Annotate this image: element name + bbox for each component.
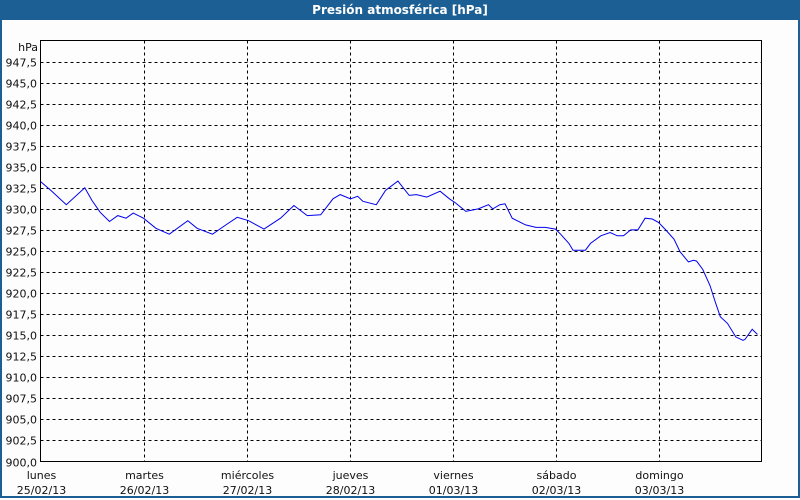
y-tick-label: 947,5 <box>6 57 38 70</box>
y-tick-label: 902,5 <box>6 435 38 448</box>
x-tick-day: jueves <box>332 469 369 482</box>
x-tick-day: sábado <box>537 469 577 482</box>
y-tick-label: 907,5 <box>6 393 38 406</box>
y-tick-label: 927,5 <box>6 225 38 238</box>
y-axis-unit-label: hPa <box>18 41 38 54</box>
y-tick-label: 900,0 <box>6 457 38 470</box>
x-tick-date: 02/03/13 <box>532 484 581 497</box>
x-tick-day: lunes <box>27 469 57 482</box>
y-tick-label: 920,0 <box>6 288 38 301</box>
y-tick-label: 945,0 <box>6 78 38 91</box>
x-tick-date: 25/02/13 <box>17 484 66 497</box>
y-tick-label: 925,0 <box>6 246 38 259</box>
pressure-series-line <box>40 180 758 341</box>
x-tick-date: 27/02/13 <box>223 484 272 497</box>
y-tick-label: 940,0 <box>6 120 38 133</box>
x-tick-day: miércoles <box>221 469 274 482</box>
x-tick-day: domingo <box>635 469 683 482</box>
x-tick-date: 28/02/13 <box>326 484 375 497</box>
y-tick-label: 942,5 <box>6 99 38 112</box>
y-tick-label: 922,5 <box>6 267 38 280</box>
x-tick-date: 01/03/13 <box>429 484 478 497</box>
y-tick-label: 915,0 <box>6 330 38 343</box>
y-tick-label: 937,5 <box>6 141 38 154</box>
y-tick-label: 932,5 <box>6 183 38 196</box>
x-tick-day: viernes <box>433 469 473 482</box>
y-tick-label: 912,5 <box>6 351 38 364</box>
y-tick-label: 905,0 <box>6 414 38 427</box>
plot-frame <box>40 40 762 462</box>
y-tick-label: 930,0 <box>6 204 38 217</box>
window-title: Presión atmosférica [hPa] <box>0 0 800 20</box>
y-tick-label: 910,0 <box>6 372 38 385</box>
x-tick-day: martes <box>125 469 164 482</box>
y-tick-label: 935,0 <box>6 162 38 175</box>
y-tick-label: 917,5 <box>6 309 38 322</box>
x-tick-date: 03/03/13 <box>635 484 684 497</box>
x-tick-date: 26/02/13 <box>120 484 169 497</box>
